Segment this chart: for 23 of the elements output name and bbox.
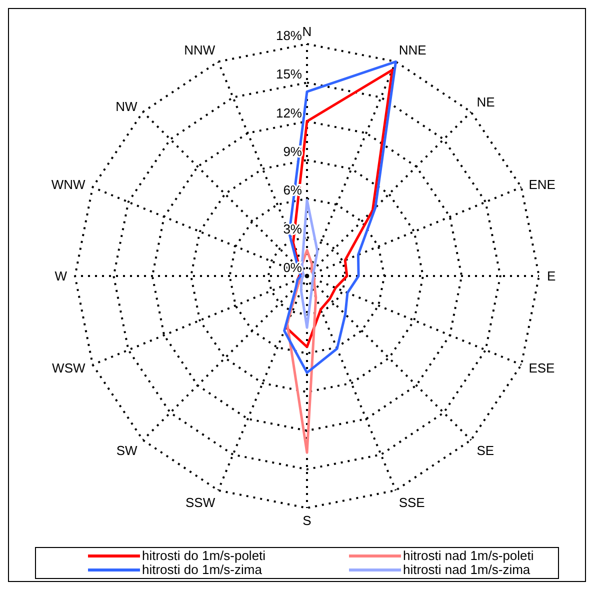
spoke-label: NE bbox=[476, 94, 496, 110]
spoke-label: N bbox=[302, 24, 312, 39]
spoke-label: SW bbox=[116, 442, 138, 458]
legend-label: hitrosti do 1m/s-poleti bbox=[142, 548, 266, 563]
spoke-label: WSW bbox=[52, 360, 86, 376]
spoke-label: NNE bbox=[398, 42, 427, 58]
spoke-label: S bbox=[302, 513, 312, 528]
y-tick-label: 12% bbox=[276, 105, 302, 120]
spoke-label: NNW bbox=[184, 42, 216, 58]
spoke-label: WNW bbox=[51, 176, 86, 192]
spoke-label: SSE bbox=[398, 494, 426, 510]
y-tick-label: 18% bbox=[276, 28, 302, 43]
spoke-label: NW bbox=[116, 98, 138, 114]
legend-label: hitrosti nad 1m/s-poleti bbox=[403, 548, 534, 563]
spoke-label: W bbox=[54, 268, 68, 284]
legend-label: hitrosti do 1m/s-zima bbox=[142, 562, 262, 577]
spoke-label: ESE bbox=[528, 360, 556, 376]
spoke-label: SE bbox=[476, 442, 494, 458]
legend-label: hitrosti nad 1m/s-zima bbox=[403, 562, 530, 577]
spoke-label: SSW bbox=[186, 494, 216, 510]
spoke-label: E bbox=[547, 268, 556, 284]
spoke-label: ENE bbox=[528, 176, 556, 192]
y-tick-label: 15% bbox=[276, 66, 302, 82]
